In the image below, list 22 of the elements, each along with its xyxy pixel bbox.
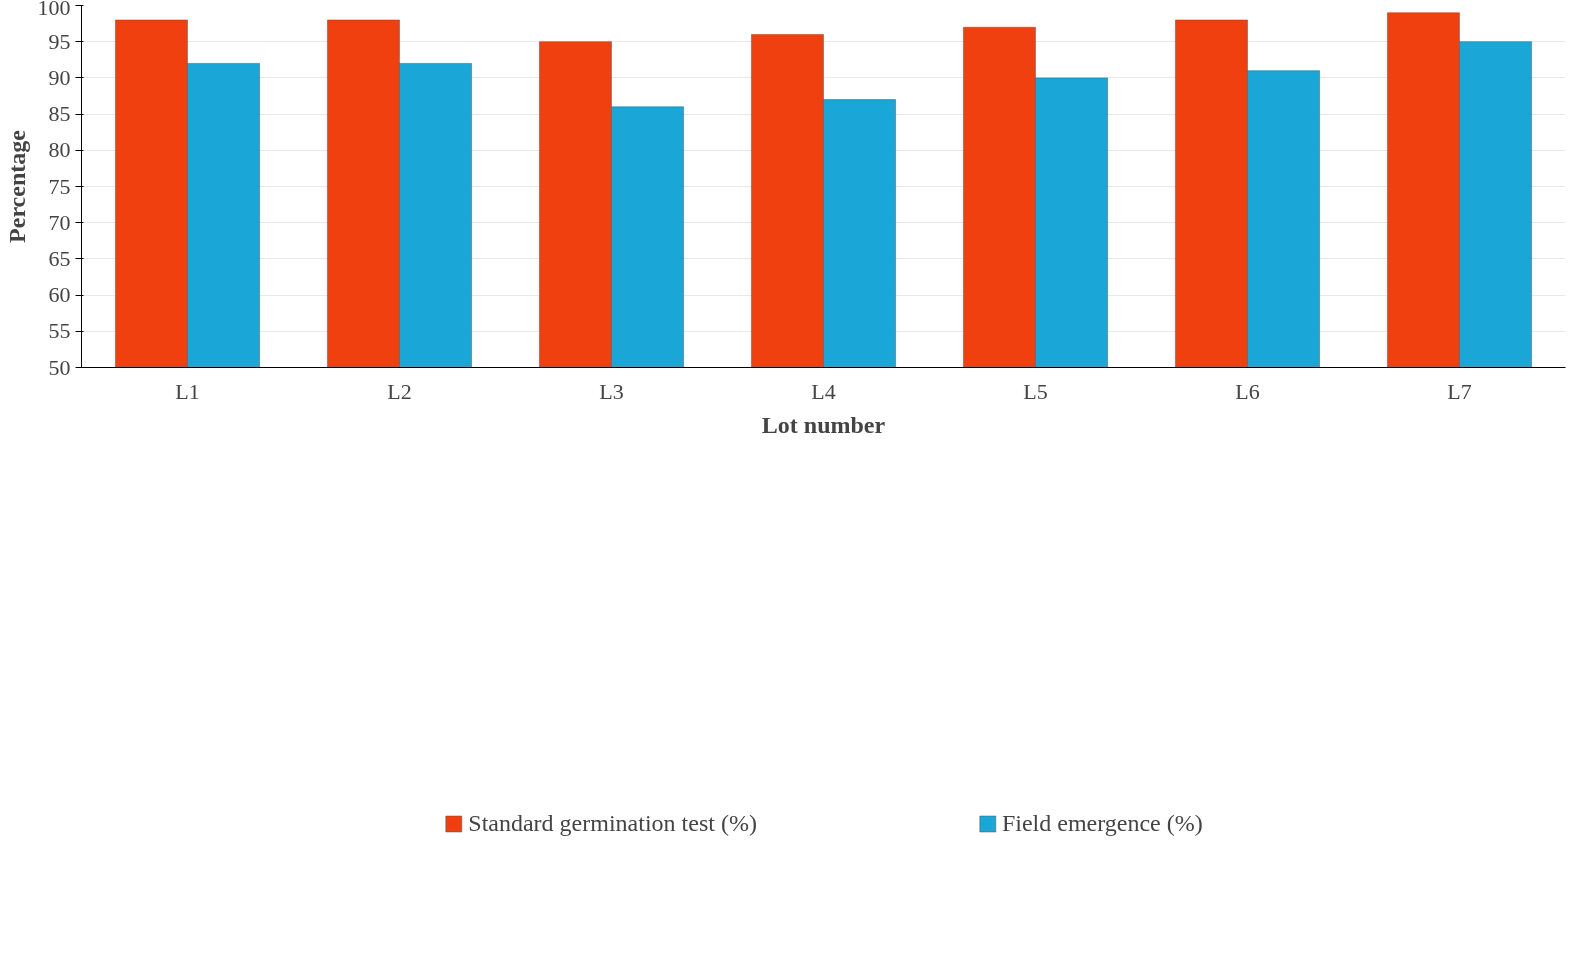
y-tick-label: 55 <box>48 318 71 344</box>
y-tick-label: 80 <box>48 137 71 163</box>
x-tick-label: L2 <box>387 378 412 404</box>
x-tick-label: L4 <box>811 378 836 404</box>
x-tick-label: L1 <box>175 378 200 404</box>
legend-label: Field emergence (%) <box>1001 809 1203 837</box>
y-tick-label: 60 <box>48 282 71 308</box>
y-tick-label: 100 <box>37 0 71 20</box>
y-tick-label: 65 <box>48 245 71 271</box>
y-tick-label: 75 <box>48 173 71 199</box>
y-axis-title: Percentage <box>3 129 30 243</box>
x-tick-label: L6 <box>1235 378 1260 404</box>
legend-label: Standard germination test (%) <box>468 809 757 837</box>
x-tick-label: L7 <box>1447 378 1472 404</box>
x-tick-label: L5 <box>1023 378 1048 404</box>
y-tick-label: 50 <box>48 354 71 380</box>
x-tick-label: L3 <box>599 378 624 404</box>
y-tick-label: 70 <box>48 209 71 235</box>
y-tick-label: 90 <box>48 64 71 90</box>
x-axis-title: Lot number <box>761 411 886 438</box>
y-tick-label: 95 <box>48 28 71 54</box>
y-tick-label: 85 <box>48 101 71 127</box>
